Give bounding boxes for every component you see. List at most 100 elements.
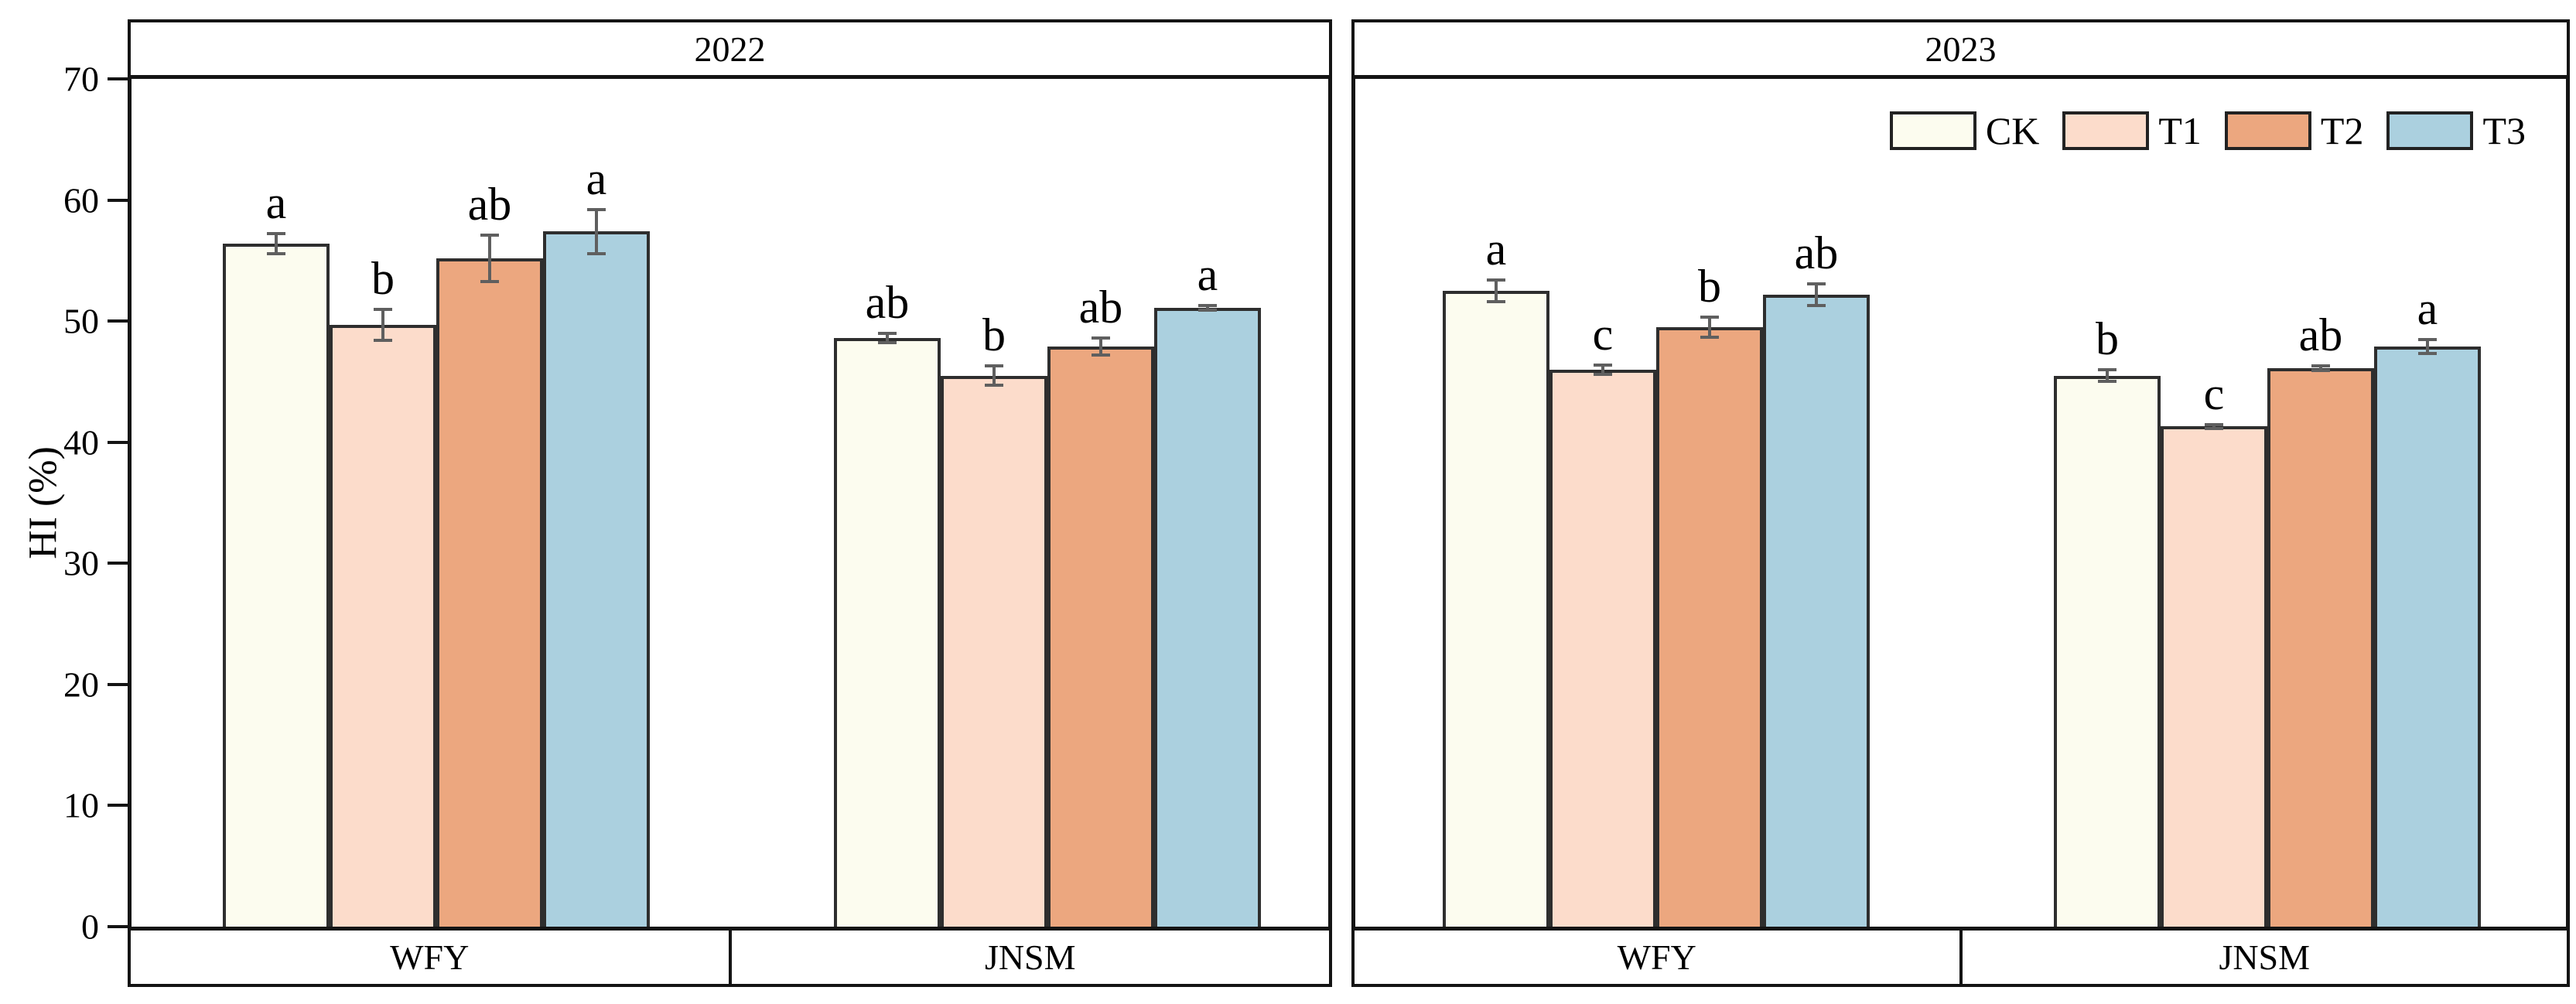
y-tick-mark — [108, 682, 128, 686]
y-tick-mark — [108, 198, 128, 202]
error-bar — [992, 366, 996, 386]
error-bar-cap — [1807, 282, 1826, 285]
error-bar-cap — [1700, 335, 1719, 339]
significance-letter: a — [1485, 223, 1507, 275]
y-tick-label: 40 — [63, 422, 99, 463]
significance-letter: ab — [2298, 309, 2343, 361]
x-axis-group-label: WFY — [1355, 931, 1963, 984]
error-bar-cap — [1807, 303, 1826, 307]
error-bar-cap — [587, 251, 606, 255]
x-axis-group-label: WFY — [131, 931, 732, 984]
bar-group-WFY: a b ab a — [223, 79, 650, 927]
legend-swatch-ck — [1889, 111, 1976, 150]
y-tick-label: 0 — [81, 907, 99, 947]
significance-letter: ab — [1794, 227, 1839, 278]
panel-title: 2022 — [128, 19, 1332, 75]
error-bar — [1815, 283, 1818, 306]
y-tick-label: 20 — [63, 664, 99, 705]
error-bar — [1206, 305, 1209, 311]
error-bar — [1601, 364, 1604, 374]
error-bar-cap — [2418, 337, 2437, 341]
y-tick-mark — [108, 562, 128, 565]
y-tick-label: 60 — [63, 180, 99, 220]
error-bar — [2426, 339, 2429, 354]
error-bar-cap — [267, 232, 285, 236]
y-tick-label: 70 — [63, 59, 99, 99]
plot-area-2023: CK T1 T2 T3 a c b ab b c ab a — [1351, 75, 2570, 931]
bar-WFY-T1 — [330, 324, 436, 927]
error-bar-cap — [1092, 336, 1110, 340]
significance-letter: b — [1698, 261, 1721, 312]
bar-WFY-T3 — [543, 231, 650, 927]
bar-JNSM-T1 — [941, 375, 1047, 927]
bar-group-WFY: a c b ab — [1443, 79, 1870, 927]
panel-2022: 2022 0 10 20 30 40 50 60 70 a b ab a ab b ab a WFY JNSM — [63, 19, 1332, 987]
legend-item-t2: T2 — [2224, 108, 2364, 153]
error-bar — [1708, 317, 1711, 337]
error-bar — [488, 235, 491, 282]
error-bar-cap — [1092, 353, 1110, 357]
y-tick-mark — [108, 925, 128, 928]
error-bar-cap — [374, 307, 392, 311]
bar-group-JNSM: b c ab a — [2054, 79, 2481, 927]
legend: CK T1 T2 T3 — [1889, 108, 2526, 153]
bar-WFY-CK — [1443, 291, 1549, 927]
error-bar-cap — [374, 339, 392, 343]
error-bar-cap — [2205, 423, 2223, 426]
significance-letter: b — [2096, 312, 2119, 364]
error-bar-cap — [1487, 300, 1505, 304]
error-bar-cap — [1700, 316, 1719, 319]
error-bar-cap — [878, 341, 897, 345]
significance-letter: ab — [1078, 282, 1123, 333]
significance-letter: b — [371, 252, 395, 304]
bar-JNSM-CK — [834, 338, 941, 927]
error-bar — [2106, 369, 2109, 382]
bar-JNSM-CK — [2054, 375, 2161, 927]
significance-letter: c — [1592, 308, 1614, 360]
significance-letter: c — [2203, 368, 2225, 419]
error-bar — [381, 309, 384, 341]
legend-label: T3 — [2482, 109, 2526, 152]
panel-2023: 2023 CK T1 T2 T3 a c b a — [1351, 19, 2570, 987]
x-axis-group-label: JNSM — [984, 937, 1076, 977]
x-axis-band-2023: WFY JNSM — [1351, 931, 2570, 987]
legend-label: T2 — [2320, 109, 2364, 152]
error-bar-cap — [2098, 367, 2116, 371]
error-bar-cap — [267, 251, 285, 255]
y-tick-mark — [108, 319, 128, 323]
panel-title: 2023 — [1351, 19, 2570, 75]
bar-JNSM-T2 — [2267, 368, 2374, 927]
y-tick-label: 50 — [63, 301, 99, 341]
legend-item-t1: T1 — [2062, 108, 2202, 153]
bar-WFY-T2 — [1656, 327, 1763, 927]
bar-WFY-CK — [223, 243, 330, 927]
y-tick-mark — [108, 440, 128, 444]
error-bar — [2319, 366, 2322, 371]
error-bar-cap — [2205, 426, 2223, 430]
error-bar — [2212, 425, 2216, 429]
significance-letter: a — [2417, 282, 2438, 334]
error-bar-cap — [2311, 369, 2330, 373]
error-bar-cap — [985, 384, 1003, 388]
bar-WFY-T1 — [1549, 369, 1656, 927]
error-bar — [1099, 338, 1102, 355]
legend-label: T1 — [2158, 109, 2202, 152]
x-axis-band-2022: WFY JNSM — [128, 931, 1332, 987]
legend-swatch-t3 — [2386, 111, 2474, 150]
error-bar — [595, 210, 598, 254]
bar-JNSM-T2 — [1047, 347, 1154, 927]
error-bar-cap — [985, 364, 1003, 368]
y-tick-label: 10 — [63, 785, 99, 825]
legend-swatch-t1 — [2062, 111, 2150, 150]
error-bar-cap — [480, 279, 499, 283]
legend-item-t3: T3 — [2386, 108, 2526, 153]
bar-group-JNSM: ab b ab a — [834, 79, 1261, 927]
significance-letter: b — [982, 309, 1006, 361]
significance-letter: ab — [467, 179, 512, 230]
significance-letter: a — [265, 177, 287, 229]
error-bar-cap — [587, 208, 606, 212]
bar-JNSM-T3 — [1154, 307, 1261, 927]
error-bar-cap — [1594, 363, 1612, 367]
error-bar-cap — [1487, 278, 1505, 282]
error-bar — [275, 234, 278, 254]
